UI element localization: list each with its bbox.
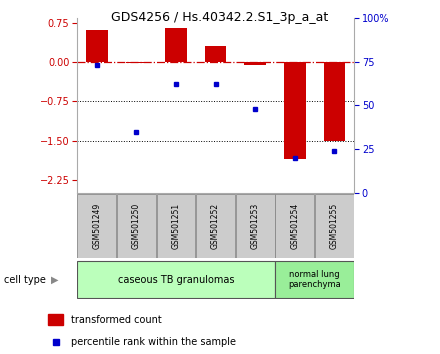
FancyBboxPatch shape (117, 194, 156, 258)
FancyBboxPatch shape (196, 194, 235, 258)
FancyBboxPatch shape (77, 261, 275, 298)
Text: GSM501253: GSM501253 (251, 202, 260, 249)
Text: transformed count: transformed count (71, 314, 162, 325)
Bar (86, 30, 108, 62)
Text: GSM501255: GSM501255 (330, 202, 339, 249)
Text: normal lung
parenchyma: normal lung parenchyma (288, 270, 341, 289)
Text: GSM501252: GSM501252 (211, 202, 220, 249)
Text: GSM501251: GSM501251 (172, 202, 180, 249)
FancyBboxPatch shape (275, 261, 354, 298)
FancyBboxPatch shape (77, 194, 116, 258)
Text: cell type: cell type (4, 275, 46, 285)
Text: caseous TB granulomas: caseous TB granulomas (118, 275, 234, 285)
FancyBboxPatch shape (236, 194, 275, 258)
Bar (165, 28, 187, 62)
Bar (323, 62, 345, 141)
Text: GSM501254: GSM501254 (290, 202, 299, 249)
Text: ▶: ▶ (51, 275, 58, 285)
Bar (205, 46, 227, 62)
Bar (244, 62, 266, 65)
FancyBboxPatch shape (157, 194, 195, 258)
FancyBboxPatch shape (315, 194, 354, 258)
Bar (284, 62, 306, 159)
FancyBboxPatch shape (275, 194, 314, 258)
Bar (48, 314, 63, 325)
Text: GDS4256 / Hs.40342.2.S1_3p_a_at: GDS4256 / Hs.40342.2.S1_3p_a_at (111, 11, 329, 24)
Text: GSM501250: GSM501250 (132, 202, 141, 249)
Text: GSM501249: GSM501249 (92, 202, 101, 249)
Bar (125, 62, 147, 63)
Text: percentile rank within the sample: percentile rank within the sample (71, 337, 236, 347)
